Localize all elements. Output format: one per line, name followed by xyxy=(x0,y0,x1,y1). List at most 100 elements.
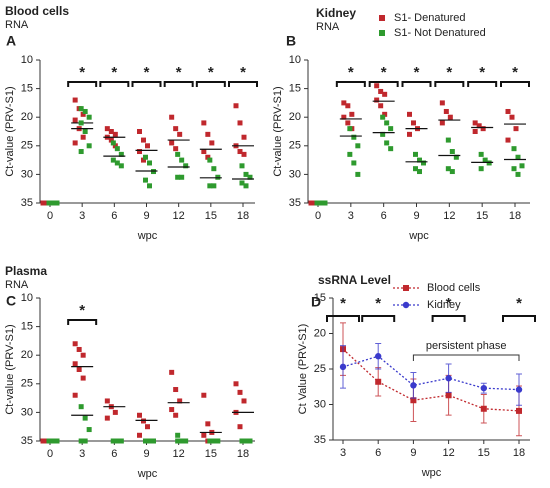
x-tick-label: 9 xyxy=(410,447,416,459)
data-point xyxy=(439,100,445,106)
data-point xyxy=(513,126,519,132)
y-tick-label: 25 xyxy=(314,363,326,375)
data-point xyxy=(207,183,213,189)
significance-bracket xyxy=(500,81,530,87)
data-point xyxy=(104,398,110,404)
y-tick-label: 15 xyxy=(314,292,326,304)
data-point xyxy=(86,114,92,120)
data-point xyxy=(86,143,92,149)
x-axis-label: wpc xyxy=(137,468,158,480)
data-point xyxy=(46,200,52,206)
x-tick-label: 12 xyxy=(443,210,455,222)
data-point xyxy=(78,120,84,126)
data-point xyxy=(183,163,189,169)
data-point xyxy=(141,157,146,163)
data-point xyxy=(511,166,517,172)
data-point xyxy=(480,126,486,132)
annotation-bracket xyxy=(412,354,520,361)
data-point xyxy=(173,126,179,132)
data-point xyxy=(72,97,78,103)
y-tick-label: 20 xyxy=(314,327,326,339)
data-point xyxy=(347,126,353,132)
data-point xyxy=(241,151,247,157)
x-axis-label: wpc xyxy=(408,230,429,242)
data-point xyxy=(322,200,328,206)
legend-marker xyxy=(379,30,385,36)
legend-marker xyxy=(403,285,409,291)
data-point xyxy=(145,143,150,149)
panel-subtitle: RNA xyxy=(5,279,29,291)
y-tick-label: 10 xyxy=(21,54,33,66)
data-point xyxy=(46,438,52,444)
data-point xyxy=(54,200,60,206)
data-point xyxy=(177,398,183,404)
significance-bracket xyxy=(431,315,466,322)
data-point xyxy=(445,375,452,382)
x-tick-label: 15 xyxy=(476,210,488,222)
data-point xyxy=(505,137,511,143)
significance-star: * xyxy=(79,64,85,81)
data-point xyxy=(237,120,243,126)
data-point xyxy=(205,131,211,137)
panel-label: A xyxy=(6,33,16,49)
data-point xyxy=(72,361,78,367)
data-point xyxy=(50,200,56,206)
data-point xyxy=(413,151,418,157)
data-point xyxy=(145,424,150,430)
data-point xyxy=(443,108,449,114)
significance-bracket xyxy=(131,81,162,87)
significance-star: * xyxy=(375,295,381,312)
panel-title: Blood cells xyxy=(5,4,69,18)
data-point xyxy=(175,151,181,157)
data-point xyxy=(205,154,211,160)
data-point xyxy=(233,381,239,387)
x-tick-label: 0 xyxy=(47,210,53,222)
data-point xyxy=(345,120,351,126)
data-point xyxy=(205,421,211,427)
data-point xyxy=(308,200,314,206)
panel-label: C xyxy=(6,293,16,309)
data-point xyxy=(411,120,416,126)
data-point xyxy=(247,438,253,444)
data-point xyxy=(237,424,243,430)
y-tick-label: 15 xyxy=(289,83,301,95)
significance-star: * xyxy=(446,295,452,312)
data-point xyxy=(207,438,213,444)
data-point xyxy=(449,169,455,175)
x-tick-label: 9 xyxy=(413,210,419,222)
data-point xyxy=(407,131,412,137)
data-point xyxy=(80,352,86,358)
data-point xyxy=(417,157,422,163)
data-point xyxy=(108,137,114,143)
data-point xyxy=(118,438,124,444)
data-point xyxy=(241,134,247,140)
data-point xyxy=(375,378,382,385)
data-point xyxy=(318,200,324,206)
y-tick-label: 35 xyxy=(314,434,326,446)
y-tick-label: 30 xyxy=(289,168,301,180)
data-point xyxy=(137,129,142,134)
data-point xyxy=(104,415,110,421)
data-point xyxy=(515,171,521,177)
data-point xyxy=(50,438,56,444)
data-point xyxy=(82,415,88,421)
data-point xyxy=(511,146,517,152)
data-point xyxy=(447,114,453,120)
x-tick-label: 6 xyxy=(111,210,117,222)
data-point xyxy=(480,384,487,392)
significance-bracket xyxy=(228,81,258,87)
y-tick-label: 35 xyxy=(21,435,33,447)
data-point xyxy=(114,160,120,166)
significance-bracket xyxy=(335,81,366,87)
data-point xyxy=(118,151,124,157)
data-point xyxy=(351,160,357,166)
data-point xyxy=(339,363,347,371)
significance-bracket xyxy=(401,81,432,87)
data-point xyxy=(247,174,253,180)
data-point xyxy=(76,346,82,352)
y-tick-label: 20 xyxy=(289,111,301,123)
significance-star: * xyxy=(414,64,420,81)
y-axis-label: Ct-value (PRV-S1) xyxy=(4,86,16,176)
data-point xyxy=(476,123,482,129)
